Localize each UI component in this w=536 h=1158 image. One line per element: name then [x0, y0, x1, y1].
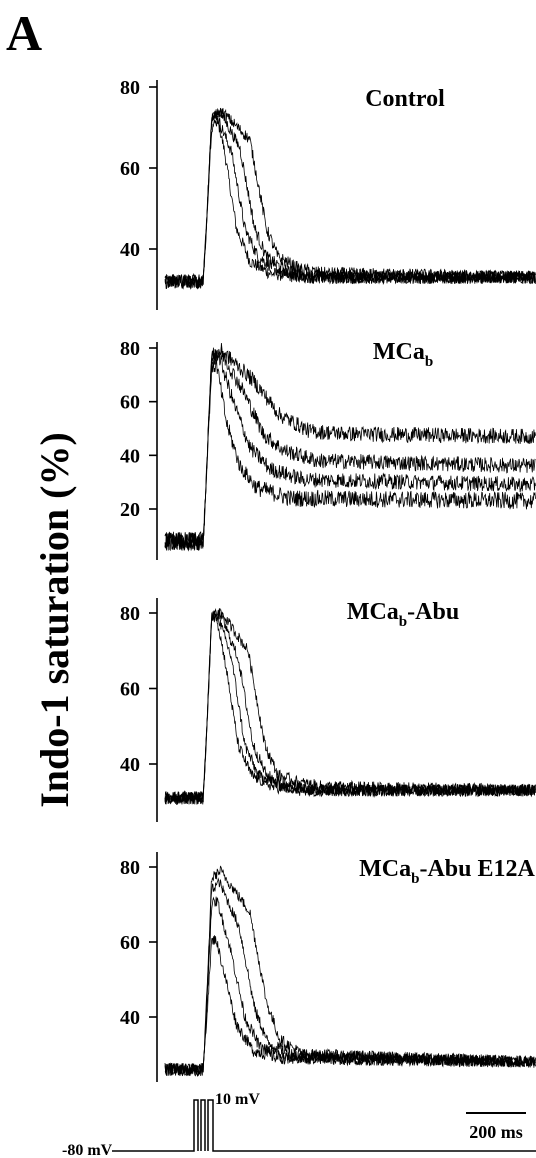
- voltage-protocol-trace: [112, 1099, 536, 1152]
- chart-panel-mcab-abu-e12a: 40 60 80 MCab-Abu E12A: [120, 852, 536, 1082]
- y-tick-label: 60: [120, 158, 140, 180]
- trace-series-4: [164, 865, 536, 1076]
- y-tick-label: 60: [120, 679, 140, 701]
- chart-title: MCab-Abu E12A: [359, 856, 535, 887]
- trace-series-2: [164, 117, 536, 290]
- y-tick-label: 40: [120, 1007, 140, 1029]
- y-tick-label: 20: [120, 499, 140, 521]
- y-tick-label: 40: [120, 754, 140, 776]
- time-scale-bar-label: 200 ms: [469, 1122, 523, 1142]
- trace-series-2: [164, 896, 536, 1077]
- trace-series-1: [164, 610, 536, 805]
- chart-panel-mcab-abu: 40 60 80 MCab-Abu: [120, 598, 536, 822]
- y-tick-label: 40: [120, 239, 140, 261]
- chart-panel-control: 40 60 80 Control: [120, 77, 536, 310]
- trace-series-1: [164, 359, 536, 552]
- step-potential-label: 10 mV: [215, 1091, 260, 1108]
- trace-series-4: [164, 107, 536, 290]
- y-tick-label: 80: [120, 77, 140, 99]
- y-tick-label: 80: [120, 857, 140, 879]
- y-tick-label: 80: [120, 603, 140, 625]
- trace-series-4: [164, 342, 536, 552]
- y-tick-label: 80: [120, 338, 140, 360]
- y-axis-label: Indo-1 saturation (%): [32, 432, 77, 808]
- holding-potential-label: -80 mV: [62, 1142, 113, 1158]
- y-tick-label: 40: [120, 445, 140, 467]
- trace-series-2: [164, 348, 536, 551]
- y-tick-label: 60: [120, 392, 140, 414]
- trace-series-3: [164, 877, 536, 1077]
- chart-title: Control: [365, 86, 445, 112]
- chart-title: MCab: [373, 339, 433, 370]
- trace-series-1: [164, 110, 536, 289]
- chart-panel-mcab: 20 40 60 80 MCab: [120, 338, 536, 560]
- trace-series-3: [164, 346, 536, 551]
- trace-series-4: [164, 608, 536, 805]
- panel-letter: A: [6, 5, 42, 61]
- trace-series-2: [164, 612, 536, 805]
- y-tick-label: 60: [120, 932, 140, 954]
- chart-title: MCab-Abu: [347, 599, 459, 630]
